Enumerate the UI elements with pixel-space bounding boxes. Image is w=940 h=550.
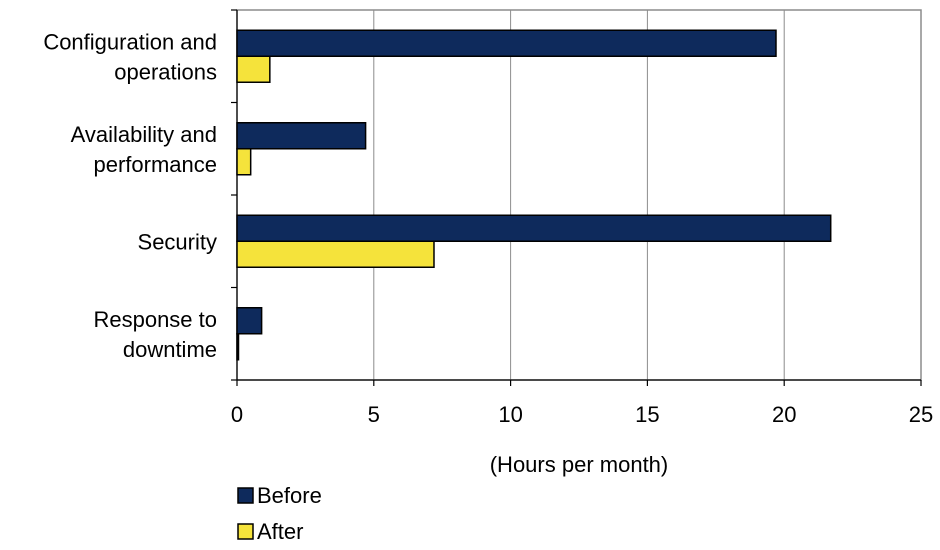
category-label: performance [93, 152, 217, 177]
x-tick-label: 10 [498, 402, 522, 427]
x-tick-label: 25 [909, 402, 933, 427]
category-label: Configuration and [43, 29, 217, 54]
bar-after-2 [236, 240, 435, 268]
category-label: downtime [123, 337, 217, 362]
legend-label-after: After [257, 519, 303, 544]
bar-before-1 [236, 122, 367, 150]
legend-label-before: Before [257, 483, 322, 508]
category-label: Availability and [71, 122, 217, 147]
bar-after-0 [236, 55, 271, 83]
category-label: operations [114, 59, 217, 84]
x-tick-label: 0 [231, 402, 243, 427]
plot-area [236, 9, 922, 381]
x-axis-title: (Hours per month) [490, 452, 669, 477]
bar-after-3 [236, 333, 240, 361]
category-label: Security [138, 229, 217, 254]
x-tick-label: 20 [772, 402, 796, 427]
x-tick-label: 15 [635, 402, 659, 427]
x-tick-label: 5 [368, 402, 380, 427]
bar-before-3 [236, 307, 263, 335]
bar-after-1 [236, 148, 252, 176]
legend-swatch-before [237, 487, 254, 504]
legend-swatch-after [237, 523, 254, 540]
bar-before-0 [236, 29, 777, 57]
bar-before-2 [236, 214, 832, 242]
category-label: Response to [93, 307, 217, 332]
